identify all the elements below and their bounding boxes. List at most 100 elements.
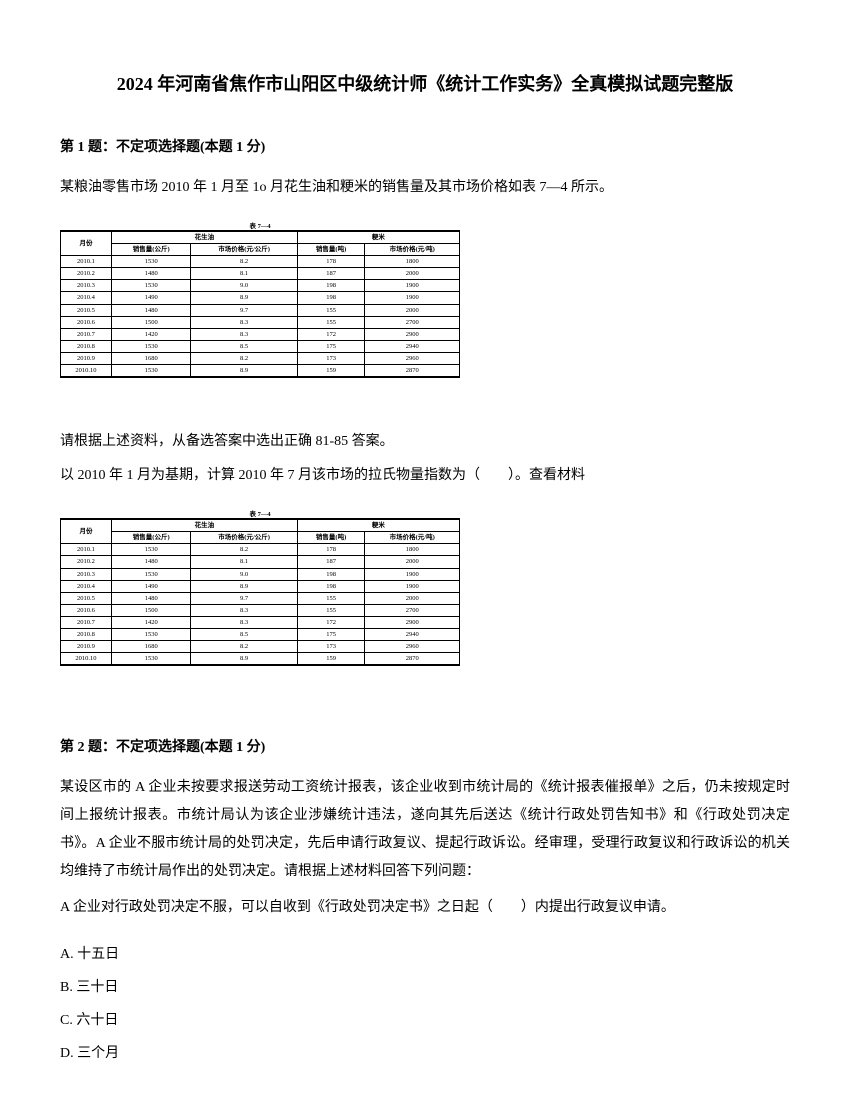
table-cell: 1420 <box>111 328 190 340</box>
table-cell: 178 <box>297 256 365 268</box>
table-cell: 155 <box>297 316 365 328</box>
table-cell: 159 <box>297 653 365 666</box>
table-cell: 172 <box>297 328 365 340</box>
table-cell: 1420 <box>111 616 190 628</box>
table-cell: 2010.10 <box>61 365 112 378</box>
table-caption-2: 表 7—4 <box>60 508 460 518</box>
table-cell: 1490 <box>111 580 190 592</box>
table-row: 2010.214808.11872000 <box>61 556 460 568</box>
table-cell: 175 <box>297 628 365 640</box>
table-cell: 172 <box>297 616 365 628</box>
table-cell: 198 <box>297 292 365 304</box>
table-row: 2010.115308.21781800 <box>61 544 460 556</box>
table-cell: 1480 <box>111 592 190 604</box>
table-row: 2010.815308.51752940 <box>61 628 460 640</box>
table-row: 2010.615008.31552700 <box>61 316 460 328</box>
table-cell: 1530 <box>111 628 190 640</box>
table-caption: 表 7—4 <box>60 220 460 230</box>
table-cell: 1530 <box>111 340 190 352</box>
table-cell: 2940 <box>365 628 460 640</box>
table-cell: 2010.6 <box>61 316 112 328</box>
table-cell: 1530 <box>111 653 190 666</box>
table-cell: 1480 <box>111 304 190 316</box>
table-cell: 8.9 <box>191 365 297 378</box>
table-cell: 198 <box>297 280 365 292</box>
col-h3: 销售量(吨) <box>297 532 365 544</box>
table-row: 2010.714208.31722900 <box>61 616 460 628</box>
table-cell: 2000 <box>365 304 460 316</box>
table-row: 2010.315309.01981900 <box>61 280 460 292</box>
table-cell: 2010.1 <box>61 256 112 268</box>
table-row: 2010.916808.21732960 <box>61 641 460 653</box>
table-cell: 2010.4 <box>61 580 112 592</box>
table-cell: 2960 <box>365 641 460 653</box>
table-cell: 2900 <box>365 328 460 340</box>
q2-body: 某设区市的 A 企业未按要求报送劳动工资统计报表，该企业收到市统计局的《统计报表… <box>60 774 790 886</box>
option-a[interactable]: A. 十五日 <box>60 940 790 971</box>
table-cell: 2010.7 <box>61 328 112 340</box>
table-cell: 155 <box>297 592 365 604</box>
q1-table-1: 表 7—4 月份 花生油 粳米 销售量(公斤) 市场价格(元/公斤) 销售量(吨… <box>60 220 460 378</box>
table-row: 2010.514809.71552000 <box>61 304 460 316</box>
table-cell: 2700 <box>365 604 460 616</box>
table-cell: 8.2 <box>191 352 297 364</box>
table-cell: 2010.5 <box>61 592 112 604</box>
table-cell: 2010.9 <box>61 641 112 653</box>
table-cell: 2000 <box>365 556 460 568</box>
q1-header: 第 1 题：不定项选择题(本题 1 分) <box>60 136 790 156</box>
table-cell: 1900 <box>365 580 460 592</box>
col-h2: 市场价格(元/公斤) <box>191 244 297 256</box>
table-cell: 2010.4 <box>61 292 112 304</box>
table-cell: 198 <box>297 568 365 580</box>
table-cell: 8.2 <box>191 544 297 556</box>
table-cell: 2010.6 <box>61 604 112 616</box>
option-b[interactable]: B. 三十日 <box>60 973 790 1004</box>
table-cell: 8.9 <box>191 653 297 666</box>
col-month: 月份 <box>61 231 112 256</box>
table-row: 2010.615008.31552700 <box>61 604 460 616</box>
table-cell: 2700 <box>365 316 460 328</box>
table-cell: 1480 <box>111 268 190 280</box>
table-cell: 9.7 <box>191 592 297 604</box>
option-d[interactable]: D. 三个月 <box>60 1039 790 1070</box>
table-row: 2010.714208.31722900 <box>61 328 460 340</box>
table-cell: 2010.2 <box>61 556 112 568</box>
table-row: 2010.315309.01981900 <box>61 568 460 580</box>
option-c[interactable]: C. 六十日 <box>60 1006 790 1037</box>
table-cell: 173 <box>297 641 365 653</box>
q1-mid-text1: 请根据上述资料，从备选答案中选出正确 81-85 答案。 <box>60 428 790 456</box>
table-cell: 8.3 <box>191 616 297 628</box>
table-cell: 1530 <box>111 544 190 556</box>
table-row: 2010.414908.91981900 <box>61 580 460 592</box>
table-cell: 8.3 <box>191 328 297 340</box>
table-cell: 1900 <box>365 280 460 292</box>
table-cell: 1490 <box>111 292 190 304</box>
table-cell: 2000 <box>365 268 460 280</box>
table-cell: 2010.1 <box>61 544 112 556</box>
q2-header: 第 2 题：不定项选择题(本题 1 分) <box>60 736 790 756</box>
table-cell: 8.3 <box>191 604 297 616</box>
table-row: 2010.815308.51752940 <box>61 340 460 352</box>
table-cell: 8.5 <box>191 628 297 640</box>
q2-options: A. 十五日 B. 三十日 C. 六十日 D. 三个月 <box>60 940 790 1069</box>
table-cell: 1530 <box>111 365 190 378</box>
table-cell: 187 <box>297 556 365 568</box>
table-cell: 198 <box>297 580 365 592</box>
table-cell: 1800 <box>365 256 460 268</box>
table-cell: 1680 <box>111 641 190 653</box>
col-group2: 粳米 <box>297 519 459 532</box>
table-cell: 155 <box>297 304 365 316</box>
col-month: 月份 <box>61 519 112 544</box>
q1-mid-text2: 以 2010 年 1 月为基期，计算 2010 年 7 月该市场的拉氏物量指数为… <box>60 462 790 490</box>
q1-intro: 某粮油零售市场 2010 年 1 月至 1o 月花生油和粳米的销售量及其市场价格… <box>60 174 790 202</box>
table-cell: 8.2 <box>191 641 297 653</box>
table-cell: 1530 <box>111 256 190 268</box>
table-cell: 9.0 <box>191 280 297 292</box>
table-cell: 2010.9 <box>61 352 112 364</box>
table-cell: 1500 <box>111 604 190 616</box>
table-row: 2010.1015308.91592870 <box>61 653 460 666</box>
table-cell: 2900 <box>365 616 460 628</box>
table-cell: 9.7 <box>191 304 297 316</box>
col-h1: 销售量(公斤) <box>111 244 190 256</box>
col-h4: 市场价格(元/吨) <box>365 532 460 544</box>
